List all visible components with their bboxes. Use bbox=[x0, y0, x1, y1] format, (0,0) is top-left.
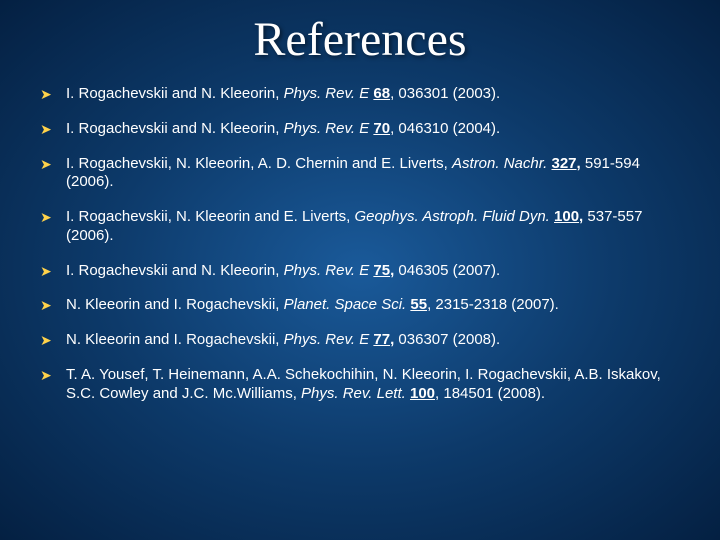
ref-tail: 046305 (2007). bbox=[394, 262, 500, 279]
slide: References I. Rogachevskii and N. Kleeor… bbox=[0, 0, 720, 540]
list-item: N. Kleeorin and I. Rogachevskii, Phys. R… bbox=[40, 331, 680, 350]
ref-journal: Geophys. Astroph. Fluid Dyn. bbox=[354, 208, 549, 225]
list-item: I. Rogachevskii and N. Kleeorin, Phys. R… bbox=[40, 262, 680, 281]
list-item: N. Kleeorin and I. Rogachevskii, Planet.… bbox=[40, 296, 680, 315]
ref-volume: 68 bbox=[373, 85, 390, 102]
ref-journal: Planet. Space Sci. bbox=[284, 296, 407, 313]
reference-list: I. Rogachevskii and N. Kleeorin, Phys. R… bbox=[40, 85, 680, 403]
ref-authors: I. Rogachevskii and N. Kleeorin, bbox=[66, 262, 284, 279]
ref-tail: , 184501 (2008). bbox=[435, 385, 545, 402]
ref-volume: 55 bbox=[410, 296, 427, 313]
list-item: I. Rogachevskii and N. Kleeorin, Phys. R… bbox=[40, 120, 680, 139]
ref-authors: I. Rogachevskii, N. Kleeorin, A. D. Cher… bbox=[66, 155, 452, 172]
ref-journal: Phys. Rev. E bbox=[284, 85, 370, 102]
ref-volume: 100, bbox=[554, 208, 583, 225]
ref-authors: I. Rogachevskii and N. Kleeorin, bbox=[66, 120, 284, 137]
ref-journal: Phys. Rev. E bbox=[284, 331, 370, 348]
ref-authors: I. Rogachevskii and N. Kleeorin, bbox=[66, 85, 284, 102]
ref-tail: , 046310 (2004). bbox=[390, 120, 500, 137]
list-item: I. Rogachevskii and N. Kleeorin, Phys. R… bbox=[40, 85, 680, 104]
list-item: I. Rogachevskii, N. Kleeorin, A. D. Cher… bbox=[40, 155, 680, 193]
ref-volume: 100 bbox=[410, 385, 435, 402]
ref-journal: Phys. Rev. E bbox=[284, 262, 370, 279]
ref-journal: Phys. Rev. Lett. bbox=[301, 385, 406, 402]
list-item: T. A. Yousef, T. Heinemann, A.A. Schekoc… bbox=[40, 366, 680, 404]
ref-tail: , 2315-2318 (2007). bbox=[427, 296, 559, 313]
ref-authors: I. Rogachevskii, N. Kleeorin and E. Live… bbox=[66, 208, 354, 225]
ref-authors: N. Kleeorin and I. Rogachevskii, bbox=[66, 296, 284, 313]
ref-volume: 75, bbox=[373, 262, 394, 279]
ref-tail: , 036301 (2003). bbox=[390, 85, 500, 102]
list-item: I. Rogachevskii, N. Kleeorin and E. Live… bbox=[40, 208, 680, 246]
ref-volume: 77, bbox=[373, 331, 394, 348]
ref-volume: 70 bbox=[373, 120, 390, 137]
ref-journal: Phys. Rev. E bbox=[284, 120, 370, 137]
page-title: References bbox=[40, 12, 680, 67]
ref-authors: N. Kleeorin and I. Rogachevskii, bbox=[66, 331, 284, 348]
ref-volume: 327, bbox=[552, 155, 581, 172]
ref-journal: Astron. Nachr. bbox=[452, 155, 547, 172]
ref-tail: 036307 (2008). bbox=[394, 331, 500, 348]
